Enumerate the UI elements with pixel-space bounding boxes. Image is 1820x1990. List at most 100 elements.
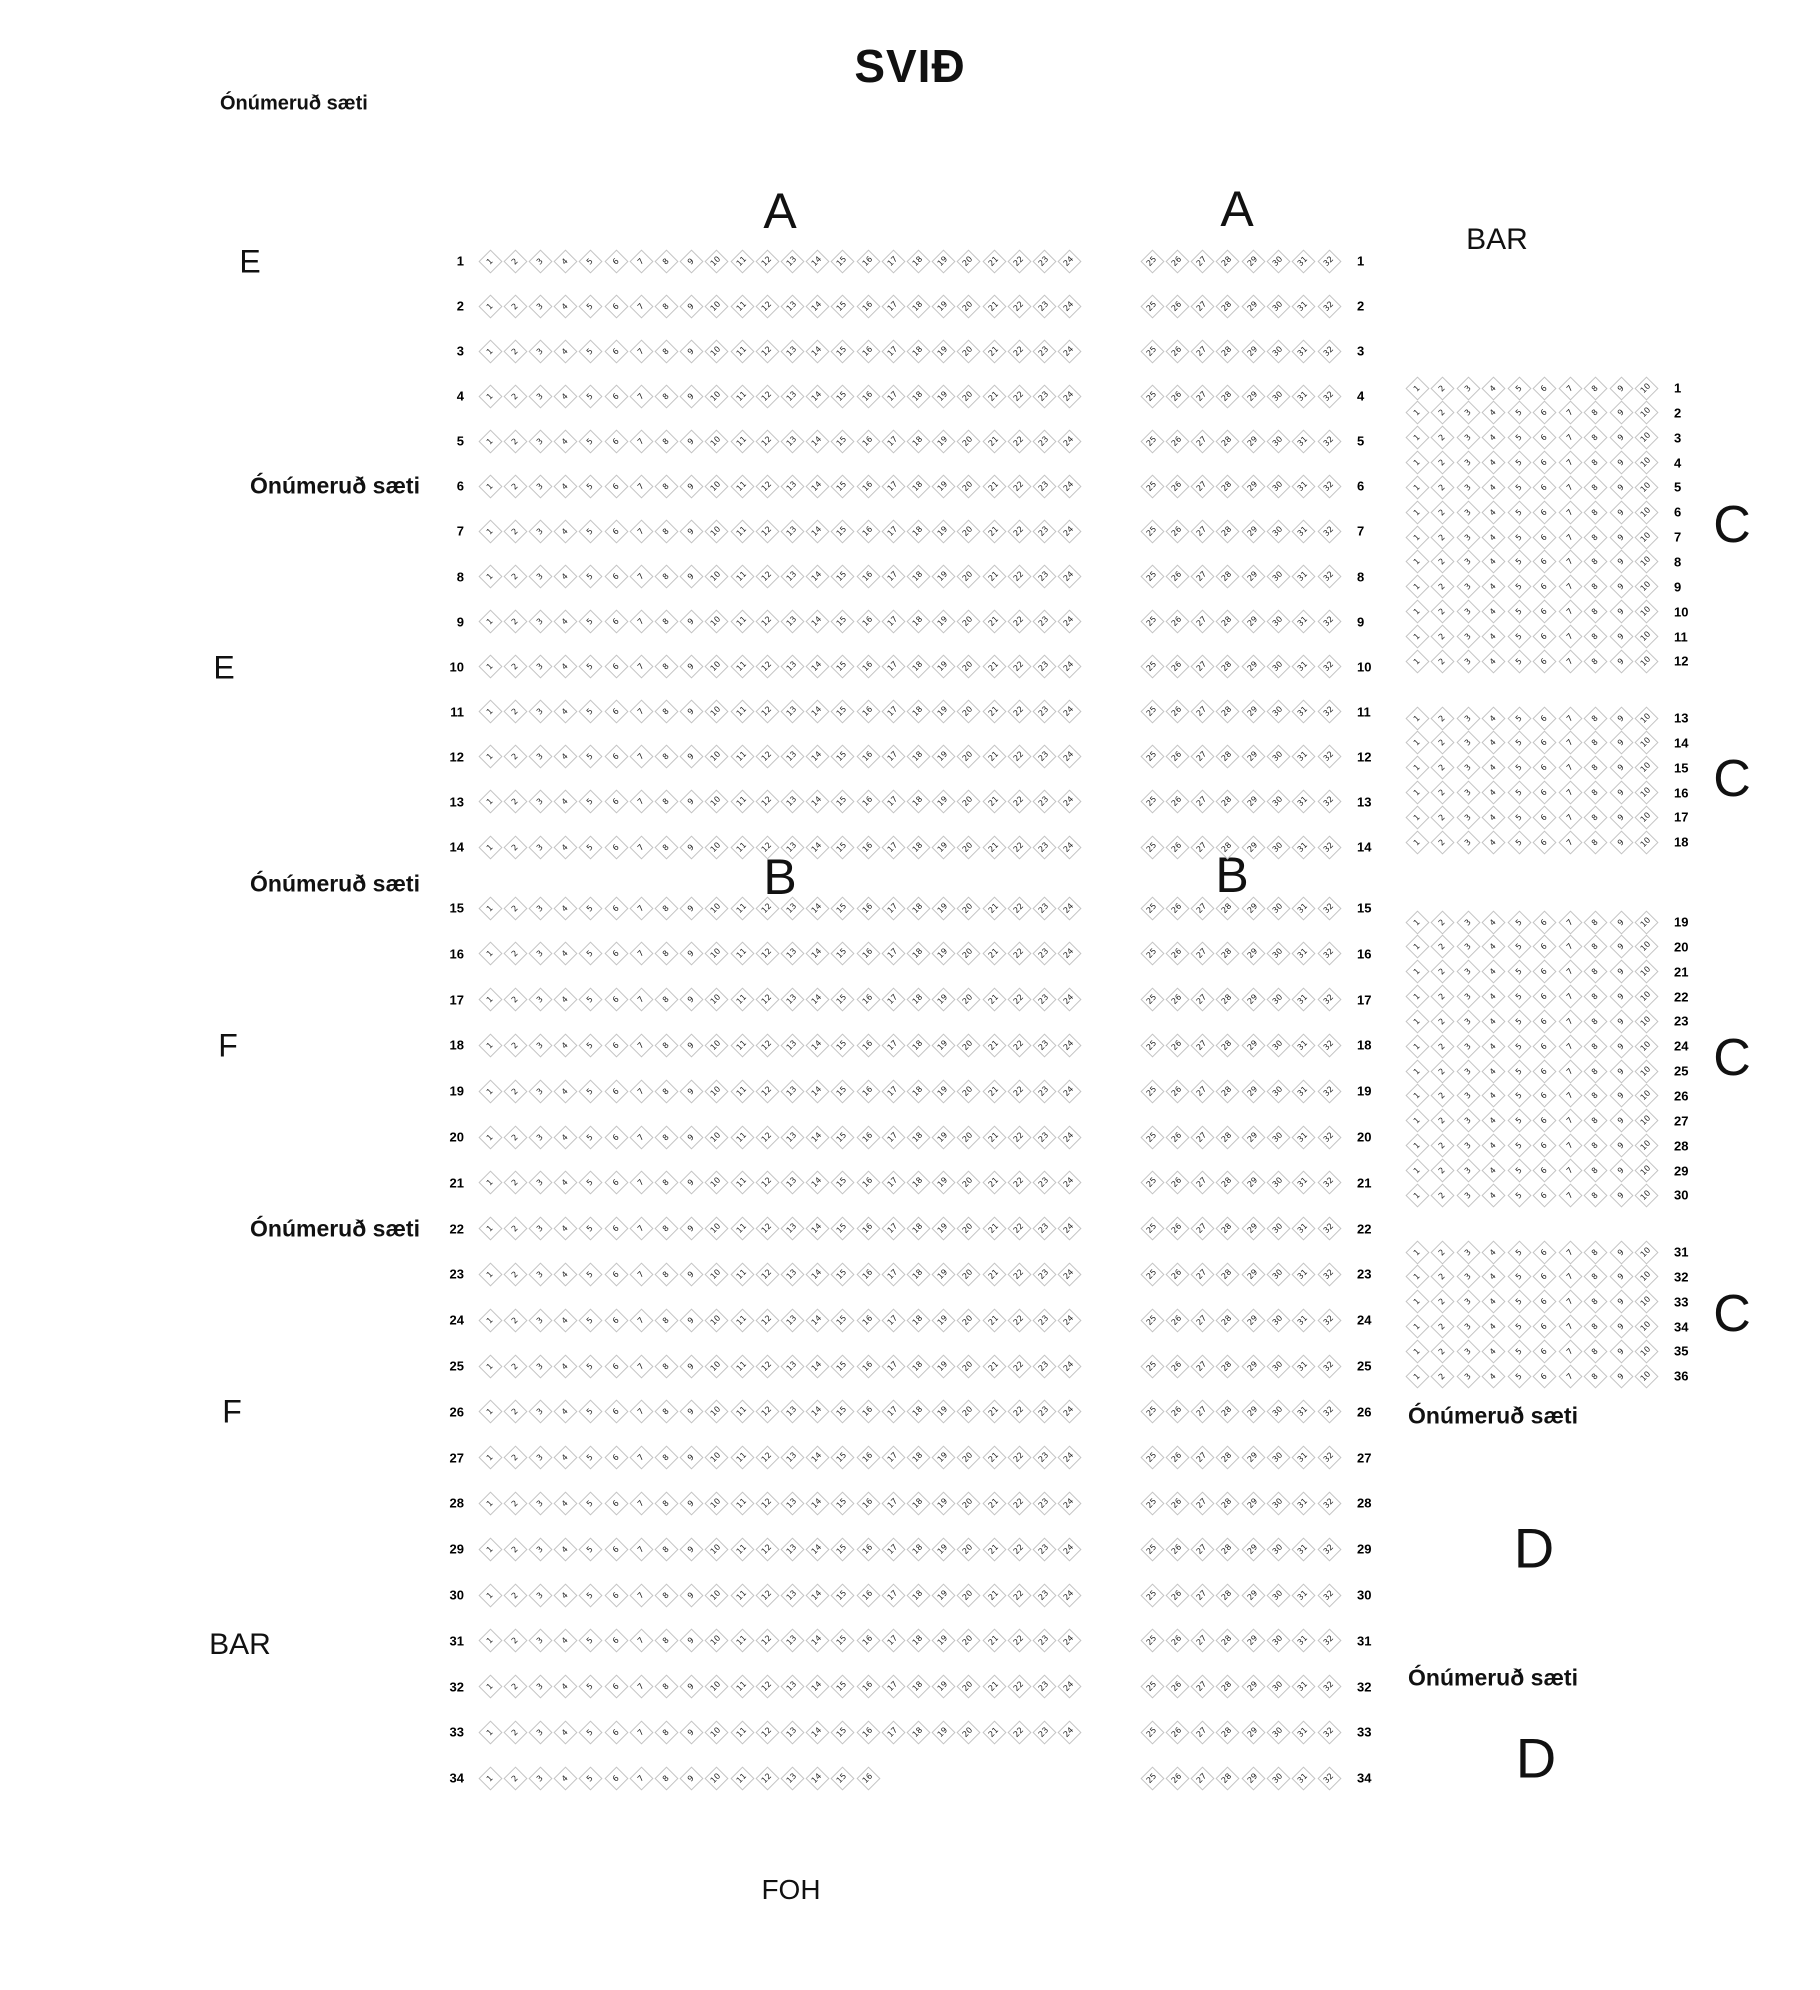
seat[interactable]: 20 <box>956 294 981 319</box>
seat[interactable]: 4 <box>553 474 578 499</box>
seat[interactable]: 6 <box>1532 649 1557 674</box>
seat[interactable]: 2 <box>503 1033 528 1058</box>
seat[interactable]: 3 <box>528 519 553 544</box>
seat[interactable]: 27 <box>1190 1582 1215 1608</box>
seat[interactable]: 10 <box>1634 649 1659 674</box>
seat[interactable]: 25 <box>1139 941 1165 966</box>
seat[interactable]: 29 <box>1241 744 1266 769</box>
seat[interactable]: 10 <box>1634 1158 1659 1183</box>
seat[interactable]: 3 <box>1455 1083 1481 1108</box>
seat[interactable]: 2 <box>503 1170 528 1195</box>
seat[interactable]: 4 <box>1481 549 1506 574</box>
seat[interactable]: 23 <box>1032 789 1057 814</box>
seat[interactable]: 1 <box>477 789 503 814</box>
seat[interactable]: 6 <box>1532 450 1557 475</box>
seat[interactable]: 5 <box>1506 400 1532 425</box>
seat[interactable]: 6 <box>1532 730 1557 755</box>
seat[interactable]: 19 <box>931 1170 956 1195</box>
seat[interactable]: 3 <box>1455 1059 1481 1084</box>
seat[interactable]: 29 <box>1241 1720 1266 1745</box>
seat[interactable]: 16 <box>855 1079 881 1104</box>
seat[interactable]: 4 <box>1481 1083 1506 1108</box>
seat[interactable]: 10 <box>1634 1314 1659 1339</box>
seat[interactable]: 10 <box>704 248 729 274</box>
seat[interactable]: 1 <box>1404 1289 1430 1314</box>
seat[interactable]: 4 <box>553 1033 578 1058</box>
seat[interactable]: 11 <box>729 474 755 499</box>
seat[interactable]: 24 <box>1057 1445 1082 1470</box>
seat[interactable]: 6 <box>603 1216 629 1241</box>
seat[interactable]: 1 <box>1404 1034 1430 1059</box>
seat[interactable]: 29 <box>1241 1033 1266 1058</box>
seat[interactable]: 1 <box>477 1674 503 1699</box>
seat[interactable]: 4 <box>1481 1314 1506 1339</box>
seat[interactable]: 11 <box>729 294 755 319</box>
seat[interactable]: 18 <box>906 835 931 860</box>
seat[interactable]: 22 <box>1007 941 1032 966</box>
seat[interactable]: 5 <box>1506 1289 1532 1314</box>
seat[interactable]: 32 <box>1317 654 1342 679</box>
seat[interactable]: 23 <box>1032 429 1057 454</box>
seat[interactable]: 18 <box>906 248 931 274</box>
seat[interactable]: 6 <box>1532 624 1557 649</box>
seat[interactable]: 10 <box>704 1491 729 1516</box>
seat[interactable]: 7 <box>629 941 654 966</box>
seat[interactable]: 21 <box>981 564 1007 589</box>
seat[interactable]: 1 <box>1404 805 1430 830</box>
seat[interactable]: 10 <box>1634 549 1659 574</box>
seat[interactable]: 3 <box>1455 934 1481 959</box>
seat[interactable]: 27 <box>1190 1353 1215 1379</box>
seat[interactable]: 17 <box>881 1491 906 1516</box>
seat[interactable]: 25 <box>1139 1033 1165 1058</box>
seat[interactable]: 9 <box>679 1491 704 1516</box>
seat[interactable]: 19 <box>931 429 956 454</box>
seat[interactable]: 17 <box>881 654 906 679</box>
seat[interactable]: 21 <box>981 1124 1007 1150</box>
seat[interactable]: 22 <box>1007 474 1032 499</box>
seat[interactable]: 29 <box>1241 294 1266 319</box>
seat[interactable]: 10 <box>1634 624 1659 649</box>
seat[interactable]: 6 <box>603 941 629 966</box>
seat[interactable]: 20 <box>956 1216 981 1241</box>
seat[interactable]: 8 <box>654 941 679 966</box>
seat[interactable]: 1 <box>477 1079 503 1104</box>
seat[interactable]: 10 <box>1634 1239 1659 1265</box>
seat[interactable]: 9 <box>1608 624 1634 649</box>
seat[interactable]: 11 <box>729 1216 755 1241</box>
seat[interactable]: 9 <box>679 1399 704 1424</box>
seat[interactable]: 9 <box>679 1537 704 1562</box>
seat[interactable]: 13 <box>780 1674 805 1699</box>
seat[interactable]: 23 <box>1032 519 1057 544</box>
seat[interactable]: 1 <box>1404 599 1430 624</box>
seat[interactable]: 5 <box>578 1628 603 1653</box>
seat[interactable]: 15 <box>830 1216 855 1241</box>
seat[interactable]: 16 <box>855 1491 881 1516</box>
seat[interactable]: 6 <box>1532 909 1557 935</box>
seat[interactable]: 7 <box>629 1353 654 1379</box>
seat[interactable]: 13 <box>780 1124 805 1150</box>
seat[interactable]: 27 <box>1190 1216 1215 1241</box>
seat[interactable]: 11 <box>729 1308 755 1333</box>
seat[interactable]: 1 <box>1404 574 1430 599</box>
seat[interactable]: 25 <box>1139 654 1165 679</box>
seat[interactable]: 13 <box>780 1262 805 1287</box>
seat[interactable]: 5 <box>578 1445 603 1470</box>
seat[interactable]: 26 <box>1165 895 1190 921</box>
seat[interactable]: 19 <box>931 744 956 769</box>
seat[interactable]: 4 <box>1481 984 1506 1009</box>
seat[interactable]: 5 <box>1506 1108 1532 1133</box>
seat[interactable]: 5 <box>578 248 603 274</box>
seat[interactable]: 20 <box>956 1720 981 1745</box>
seat[interactable]: 11 <box>729 941 755 966</box>
seat[interactable]: 8 <box>1583 450 1608 475</box>
seat[interactable]: 7 <box>1557 959 1583 984</box>
seat[interactable]: 19 <box>931 987 956 1012</box>
seat[interactable]: 24 <box>1057 789 1082 814</box>
seat[interactable]: 23 <box>1032 339 1057 364</box>
seat[interactable]: 27 <box>1190 1537 1215 1562</box>
seat[interactable]: 30 <box>1266 1170 1291 1195</box>
seat[interactable]: 2 <box>1430 1083 1455 1108</box>
seat[interactable]: 6 <box>1532 959 1557 984</box>
seat[interactable]: 31 <box>1291 429 1316 454</box>
seat[interactable]: 6 <box>603 1399 629 1424</box>
